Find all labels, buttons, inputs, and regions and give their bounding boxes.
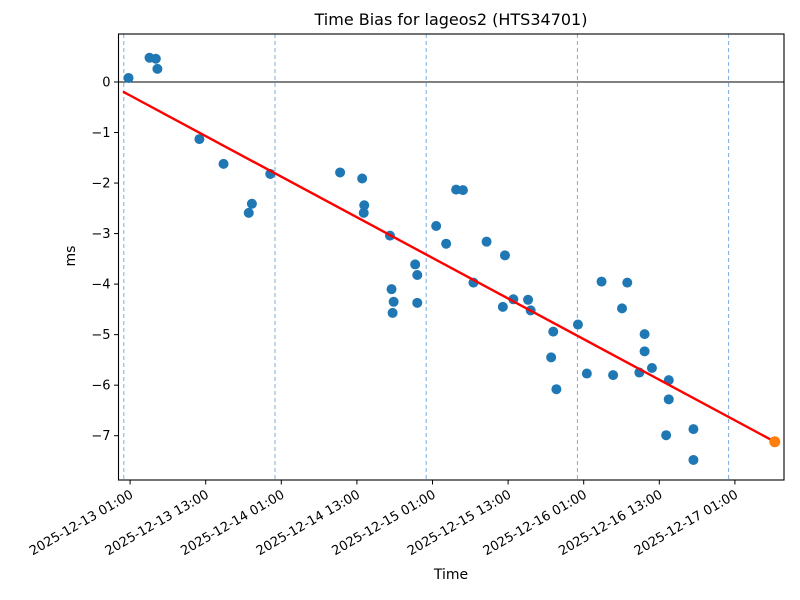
y-tick-label: −5 (91, 328, 110, 343)
chart-title: Time Bias for lageos2 (HTS34701) (314, 10, 588, 29)
data-point (441, 238, 452, 249)
data-point (581, 368, 592, 379)
y-tick-label: −3 (91, 227, 110, 242)
data-point (499, 250, 510, 261)
data-point (572, 319, 583, 330)
y-tick-label: −4 (91, 278, 110, 293)
y-axis-label: ms (63, 245, 79, 267)
data-point (688, 424, 699, 435)
data-point (357, 173, 368, 184)
data-point (596, 276, 607, 287)
plot-border (117, 33, 785, 481)
data-point (386, 284, 397, 295)
predicted-point (769, 436, 781, 448)
data-point (358, 207, 369, 218)
data-point (218, 158, 229, 169)
data-point (194, 134, 205, 145)
data-point (661, 430, 672, 441)
data-point (646, 362, 657, 373)
data-point (388, 296, 399, 307)
data-point (546, 352, 557, 363)
data-point (359, 200, 370, 211)
data-point (639, 346, 650, 357)
y-tick-label: −1 (91, 126, 110, 141)
data-point (663, 394, 674, 405)
data-point (548, 326, 559, 337)
data-point (387, 307, 398, 318)
data-point (457, 185, 468, 196)
data-point (523, 294, 534, 305)
data-point (608, 370, 619, 381)
data-point (617, 303, 628, 314)
y-tick-label: −2 (91, 177, 110, 192)
data-point (431, 221, 442, 232)
y-tick-label: −7 (91, 429, 110, 444)
trend-line (122, 90, 776, 443)
data-point (688, 454, 699, 465)
y-tick-label: 0 (102, 76, 110, 91)
data-point (150, 53, 161, 64)
data-point (412, 270, 423, 281)
data-point (412, 297, 423, 308)
x-axis-label: Time (433, 567, 469, 583)
data-point (152, 63, 163, 74)
data-point (622, 277, 633, 288)
data-point (481, 236, 492, 247)
data-point (243, 207, 254, 218)
data-point (123, 72, 134, 83)
data-point (551, 384, 562, 395)
data-point (639, 329, 650, 340)
data-point (335, 167, 346, 178)
data-point (410, 259, 421, 270)
y-tick-label: −6 (91, 379, 110, 394)
data-point (246, 198, 257, 209)
data-point (497, 301, 508, 312)
